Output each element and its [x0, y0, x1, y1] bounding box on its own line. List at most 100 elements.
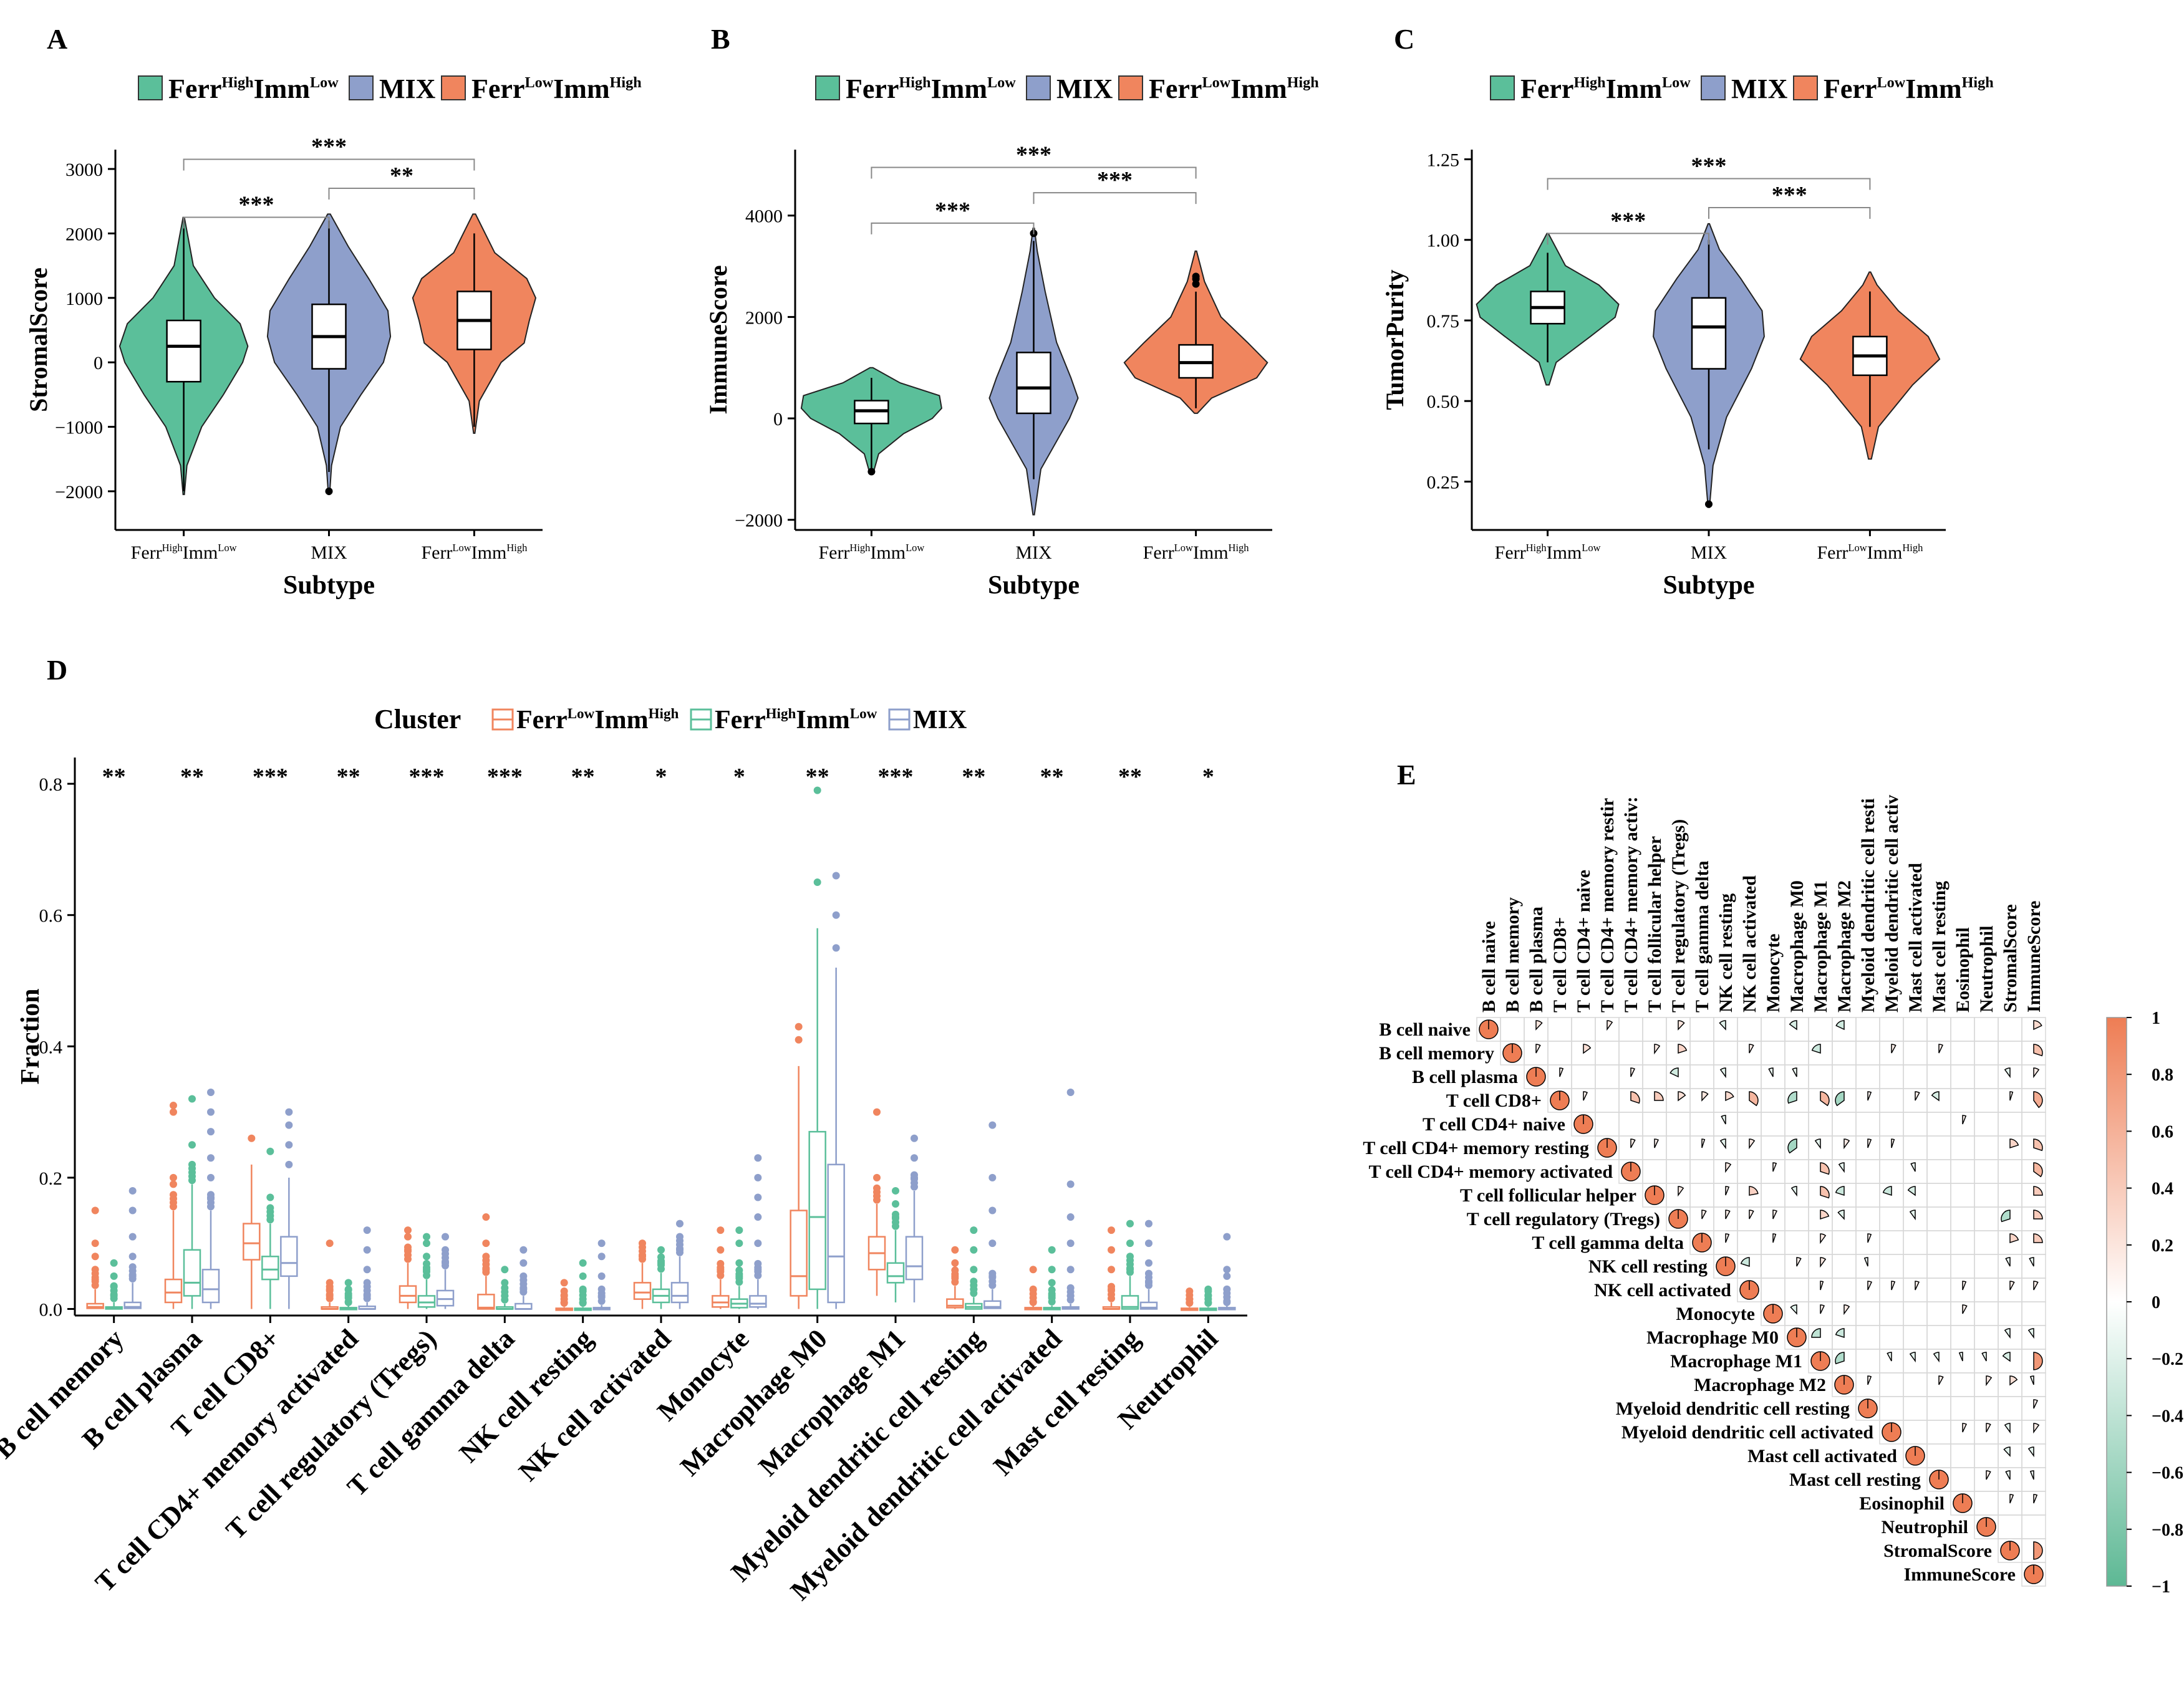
legend-label-part: Imm — [1606, 74, 1662, 104]
column-label: B cell memory — [1502, 897, 1523, 1013]
correlation-pie — [1772, 1233, 1777, 1243]
correlation-pie — [2029, 1257, 2034, 1267]
legend-superscript: Low — [850, 705, 877, 721]
correlation-pie — [1721, 1115, 1726, 1125]
outlier-point — [248, 1134, 256, 1142]
correlation-pie — [1835, 1091, 1845, 1107]
outlier-point — [482, 1213, 490, 1221]
correlation-pie — [2009, 1281, 2015, 1291]
correlation-pie — [1962, 1423, 1968, 1433]
significance-label: * — [655, 764, 667, 790]
box-MIX — [670, 1282, 689, 1304]
outlier-point — [1223, 1272, 1231, 1280]
outlier-point — [91, 1206, 99, 1215]
y-tick-label: 4000 — [745, 206, 783, 227]
box-FerrLowImmHigh — [243, 1223, 261, 1261]
correlation-pie — [1838, 1162, 1845, 1173]
legend-superscript: Low — [1877, 74, 1905, 91]
legend-superscript: High — [1962, 74, 1994, 91]
row-label: B cell memory — [1379, 1043, 1494, 1064]
row-label: Mast cell resting — [1789, 1470, 1921, 1490]
legend-superscript: High — [506, 542, 528, 554]
x-tick-label: FerrHighImmLow — [131, 542, 237, 563]
outlier-point — [754, 1259, 762, 1268]
correlation-pie — [1863, 1257, 1868, 1267]
correlation-pie — [1820, 1091, 1830, 1107]
colorbar-tick-label: −1 — [2152, 1577, 2170, 1597]
correlation-pie — [1909, 1210, 1916, 1221]
correlation-pie — [2033, 1210, 2043, 1220]
panel-letter: E — [1397, 759, 1416, 791]
box-MIX — [436, 1289, 455, 1307]
correlation-pie — [1535, 1020, 1543, 1031]
correlation-pie — [1867, 1281, 1873, 1291]
outlier-point — [579, 1259, 587, 1267]
significance-bracket — [1547, 233, 1709, 245]
outlier-point — [482, 1239, 490, 1248]
correlation-pie — [2033, 1186, 2043, 1196]
correlation-pie — [1814, 1138, 1821, 1150]
correlation-pie — [1843, 1304, 1850, 1316]
colorbar-tick-label: 0 — [2152, 1293, 2160, 1312]
correlation-pie — [2001, 1210, 2011, 1223]
significance-label: *** — [311, 134, 347, 160]
x-tick-label: FerrHighImmLow — [1495, 542, 1601, 563]
colorbar-tick-label: −0.6 — [2152, 1464, 2183, 1483]
column-label: T cell regulatory (Tregs) — [1668, 819, 1689, 1013]
outlier-point — [170, 1173, 177, 1181]
correlation-pie — [1811, 1328, 1821, 1338]
y-tick-label: 0.75 — [1427, 311, 1460, 332]
outlier-point — [1126, 1239, 1134, 1248]
significance-label: ** — [1118, 764, 1142, 790]
column-label: Macrophage M1 — [1810, 880, 1831, 1013]
correlation-pie — [1630, 1067, 1636, 1077]
box-FerrLowImmHigh — [477, 1294, 495, 1310]
row-label: StromalScore — [1883, 1541, 1992, 1561]
correlation-pie — [2009, 1091, 2014, 1101]
outlier-point — [813, 878, 821, 887]
legend-superscript: High — [1902, 542, 1923, 554]
column-label: B cell naive — [1479, 921, 1499, 1013]
colorbar-tick-label: 0.2 — [2152, 1236, 2173, 1256]
correlation-pie — [1909, 1352, 1916, 1363]
correlation-pie — [1772, 1162, 1777, 1172]
legend-label-part: Ferr — [715, 706, 766, 734]
correlation-pie — [1915, 1091, 1920, 1101]
y-axis-title: Fraction — [16, 989, 45, 1085]
significance-label: ** — [1040, 764, 1064, 790]
correlation-pie — [2033, 1138, 2043, 1152]
correlation-pie — [1719, 1067, 1726, 1079]
column-label: Eosinophil — [1953, 927, 1973, 1013]
legend-superscript: Low — [524, 74, 553, 91]
legend-label-part: Imm — [594, 706, 648, 734]
x-tick-label: MIX — [311, 542, 347, 563]
row-label: Monocyte — [1676, 1304, 1755, 1324]
outlier-point — [423, 1259, 430, 1268]
correlation-pie — [1891, 1138, 1895, 1148]
outlier-point — [1223, 1233, 1231, 1241]
column-label: StromalScore — [2000, 904, 2021, 1013]
y-tick-label: 0.25 — [1427, 472, 1460, 493]
outlier-point — [326, 1239, 334, 1248]
outlier-point — [363, 1246, 371, 1254]
outlier-point — [285, 1141, 293, 1149]
outlier-point — [1066, 1180, 1075, 1188]
outlier-point — [951, 1259, 959, 1267]
outlier-point — [285, 1160, 293, 1168]
correlation-pie — [1790, 1304, 1797, 1315]
outlier-point — [639, 1243, 646, 1251]
correlation-pie — [1768, 1067, 1774, 1077]
outlier-point — [519, 1259, 528, 1267]
significance-label: *** — [1097, 167, 1133, 193]
outlier-point — [128, 1263, 137, 1271]
box-MIX — [1139, 1301, 1158, 1310]
correlation-pie — [1843, 1138, 1850, 1150]
correlation-pie — [1787, 1091, 1797, 1104]
box-FerrHighImmLow — [886, 1262, 905, 1284]
outlier-point — [988, 1173, 997, 1181]
legend-swatch — [1793, 75, 1818, 100]
outlier-point — [344, 1279, 352, 1287]
legend-key-box — [690, 708, 712, 731]
